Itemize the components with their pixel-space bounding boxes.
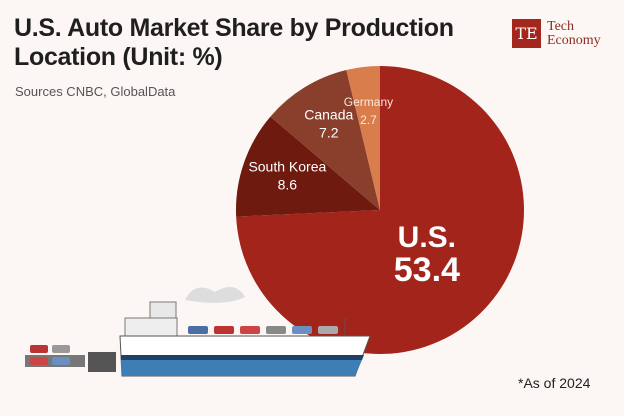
pie-slice-u-s-: [236, 66, 524, 355]
logo-text: Tech Economy: [547, 18, 601, 48]
slice-value-label: 2.7: [360, 113, 377, 127]
chart-title: U.S. Auto Market Share by Production Loc…: [14, 14, 454, 71]
slice-name-label: Canada: [304, 107, 353, 123]
cargo-ship-illustration: [25, 287, 371, 377]
pie-chart: U.S.53.4 South Korea 8.6 Canada 7.2 Germany 2.…: [235, 66, 524, 355]
slice-value-label: 7.2: [319, 125, 339, 141]
tech-economy-logo: TE Tech Economy: [512, 19, 601, 48]
pie-slice-germany: [346, 66, 380, 210]
pie-slice-canada: [270, 69, 380, 211]
slice-name-label: South Korea: [248, 158, 326, 174]
pie-slice-south-korea: [235, 116, 380, 217]
slice-name-label: U.S.: [398, 221, 456, 254]
logo-line1: Tech: [547, 18, 575, 34]
smoke-icon: [185, 287, 245, 303]
chart-source: Sources CNBC, GlobalData: [15, 84, 176, 99]
as-of-note: *As of 2024: [518, 375, 591, 391]
logo-line2: Economy: [547, 32, 601, 48]
slice-name-label: Germany: [344, 95, 393, 109]
slice-value-label: 8.6: [278, 176, 298, 192]
logo-mark: TE: [512, 19, 541, 48]
slice-value-label: 53.4: [394, 251, 460, 289]
